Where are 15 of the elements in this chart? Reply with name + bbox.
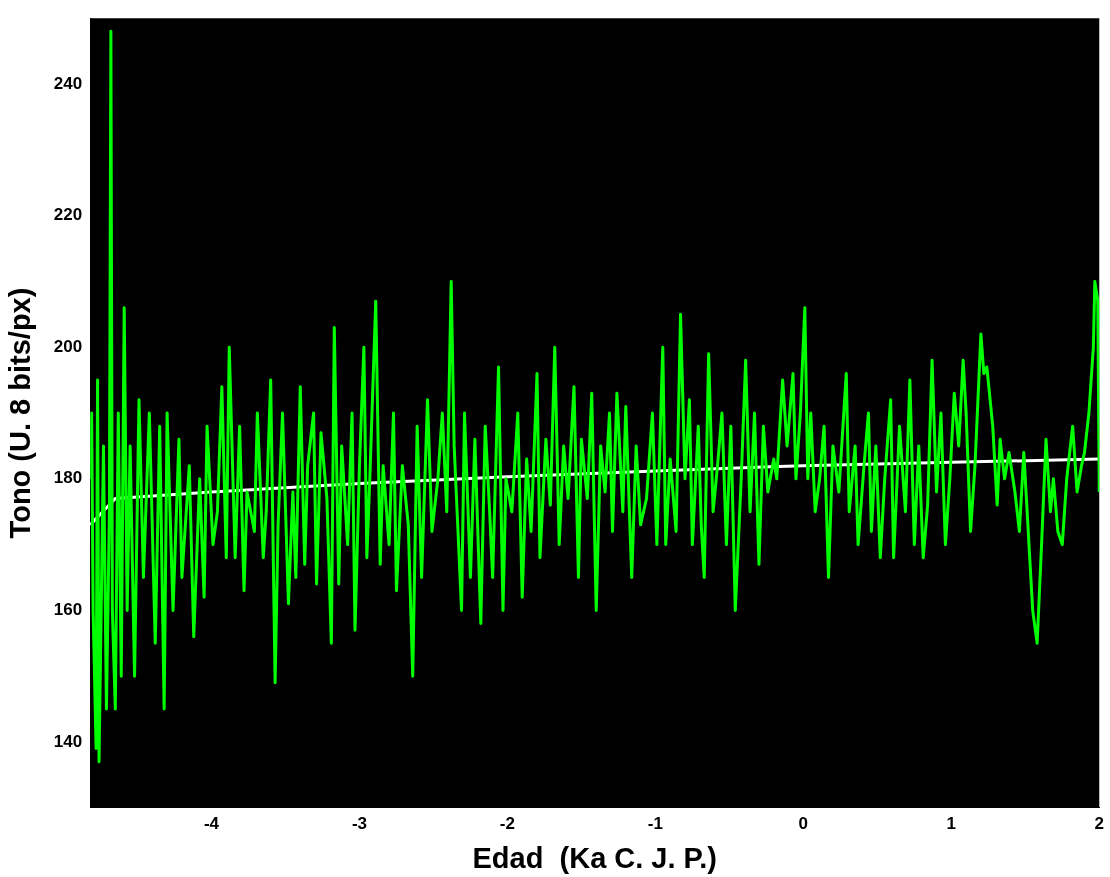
x-tick-label: 2 [1094,813,1105,833]
y-axis-title: Tono (U. 8 bits/px) [4,287,37,539]
x-tick-label: -3 [351,813,368,833]
x-tick-label: -1 [647,813,663,833]
x-tick-label: 1 [946,813,957,833]
y-tick-label: 140 [53,731,83,751]
x-tick-label: -2 [499,813,515,833]
x-axis-title: Edad (Ka C. J. P.) [472,841,717,874]
y-tick-label: 160 [53,600,83,620]
x-tick-label: 0 [798,813,809,833]
y-tick-label: 240 [53,73,83,93]
x-tick-label: -4 [203,813,220,833]
y-tick-label: 220 [53,205,83,225]
y-tick-label: 200 [53,336,83,356]
y-tick-label: 180 [53,468,83,488]
